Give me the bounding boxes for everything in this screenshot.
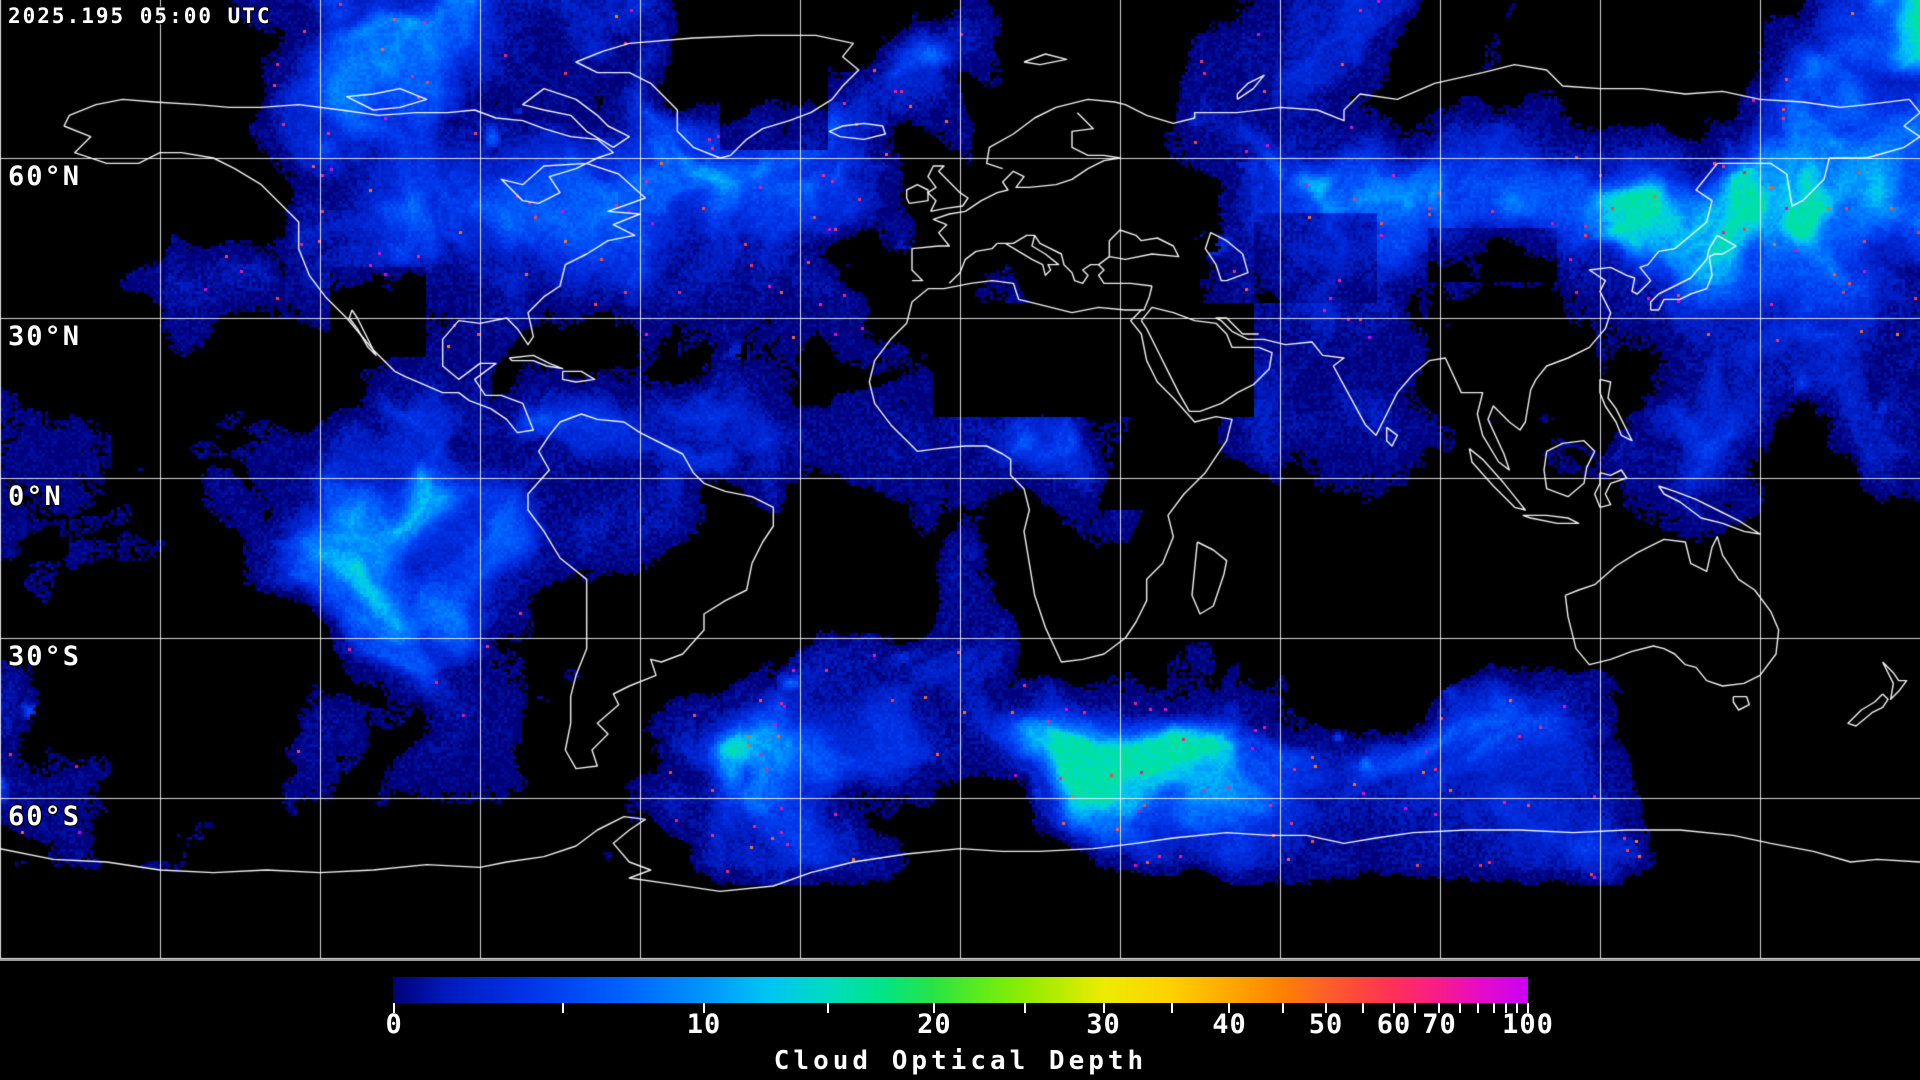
cloud-optical-depth-map <box>0 0 1920 960</box>
colorbar-tick-mark <box>1170 1003 1173 1013</box>
colorbar-tick-label: 40 <box>1212 1009 1247 1040</box>
colorbar-tick-mark <box>1505 1003 1508 1013</box>
colorbar-tick-label: 60 <box>1376 1009 1412 1040</box>
colorbar-tick-mark <box>1477 1003 1480 1013</box>
colorbar-tick-mark <box>1438 1003 1441 1013</box>
timestamp-label: 2025.195 05:00 UTC <box>8 4 272 28</box>
colorbar-tick-mark <box>393 1003 396 1013</box>
colorbar-tick-mark <box>1281 1003 1284 1013</box>
colorbar-tick-label: 30 <box>1086 1009 1121 1040</box>
latitude-label: 30°S <box>8 641 82 672</box>
latitude-label: 0°N <box>8 481 63 512</box>
latitude-label: 30°N <box>8 321 82 352</box>
colorbar-tick-mark <box>826 1003 829 1013</box>
colorbar-tick-mark <box>1413 1003 1416 1013</box>
colorbar-tick-label: 70 <box>1422 1009 1457 1040</box>
colorbar-tick-mark <box>1515 1003 1518 1013</box>
colorbar-tick-mark <box>1228 1003 1231 1013</box>
colorbar-tick-label: 20 <box>917 1009 952 1040</box>
colorbar-tick-mark <box>1324 1003 1327 1013</box>
latitude-label: 60°S <box>8 801 82 832</box>
colorbar-tick-mark <box>1362 1003 1365 1013</box>
colorbar-tick-label: 0 <box>385 1009 403 1040</box>
latitude-label: 60°N <box>8 161 82 192</box>
colorbar-title: Cloud Optical Depth <box>773 1046 1148 1076</box>
colorbar-tick-mark <box>1024 1003 1027 1013</box>
colorbar-gradient <box>393 977 1528 1003</box>
colorbar-tick-mark <box>1492 1003 1495 1013</box>
colorbar-tick-mark <box>1527 1003 1529 1013</box>
colorbar-tick-label: 100 <box>1502 1009 1554 1040</box>
map-bottom-border <box>0 959 1920 961</box>
colorbar-tick-mark <box>1393 1003 1396 1013</box>
colorbar-tick-label: 50 <box>1308 1009 1344 1040</box>
colorbar-tick-mark <box>1458 1003 1461 1013</box>
colorbar-tick-label: 10 <box>686 1009 722 1040</box>
colorbar-tick-mark <box>702 1003 705 1013</box>
colorbar-tick-mark <box>562 1003 565 1013</box>
colorbar-tick-mark <box>1102 1003 1105 1013</box>
colorbar-tick-mark <box>933 1003 936 1013</box>
